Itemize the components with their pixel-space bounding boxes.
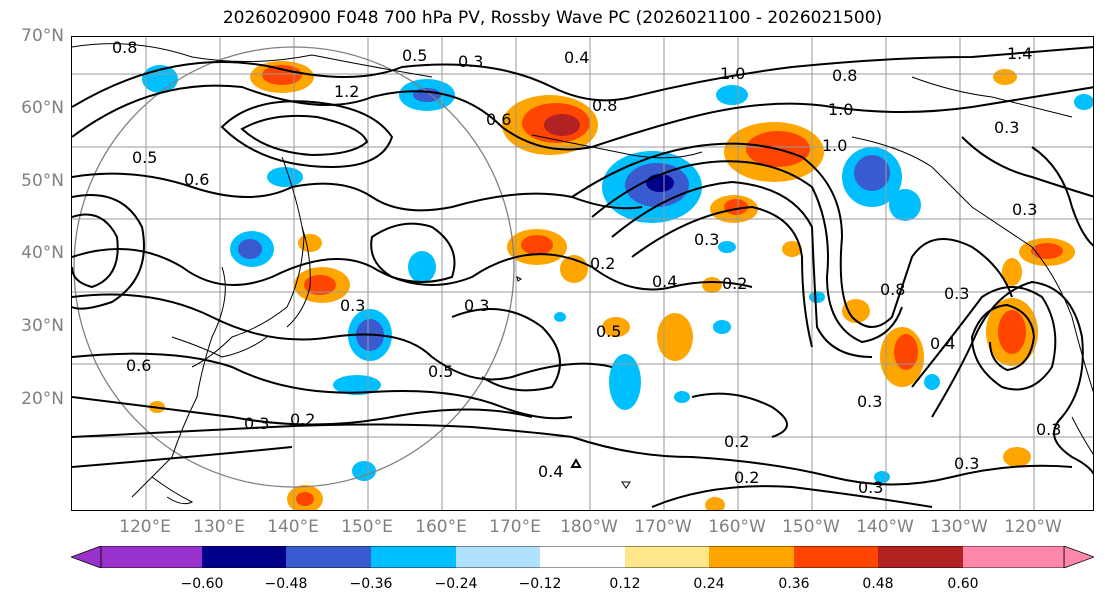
- contour-label: 0.3: [858, 478, 883, 497]
- lon-label-160w: 160°W: [708, 517, 766, 537]
- contour-label: 0.5: [132, 148, 157, 167]
- contour-label: 0.2: [722, 274, 747, 293]
- lon-label-150e: 150°E: [341, 517, 393, 537]
- colorbar-cell: [625, 546, 709, 568]
- contour-label: 0.5: [596, 322, 621, 341]
- contour-label: 0.4: [652, 272, 677, 291]
- contour-label: 0.2: [290, 410, 315, 429]
- contour-label: 0.3: [464, 296, 489, 315]
- coastlines: [72, 43, 1093, 505]
- colorbar-tick: −0.60: [180, 576, 224, 592]
- colorbar-tick: 0.12: [609, 576, 641, 592]
- lat-label-20n: 20°N: [21, 389, 64, 409]
- colorbar-cell: [709, 546, 794, 568]
- colorbar-cell: [540, 546, 625, 568]
- negative-anomaly-shading: [142, 65, 1093, 483]
- contour-label: 0.5: [428, 362, 453, 381]
- shaded-anomalies: [142, 61, 1093, 510]
- contour-label: 0.8: [592, 96, 617, 115]
- colorbar-cell: [963, 546, 1064, 568]
- lon-label-140w: 140°W: [856, 517, 914, 537]
- colorbar-extend-high: [1063, 546, 1094, 568]
- lon-label-120w: 120°W: [1004, 517, 1062, 537]
- lat-label-60n: 60°N: [21, 98, 64, 118]
- contour-label: 0.2: [590, 254, 615, 273]
- colorbar-cell: [794, 546, 878, 568]
- contour-label: 0.3: [954, 454, 979, 473]
- contour-label: 0.4: [564, 48, 589, 67]
- colorbar-tick: −0.12: [518, 576, 562, 592]
- lat-label-70n: 70°N: [21, 26, 64, 46]
- contour-label: 1.0: [720, 64, 745, 83]
- contour-label: 0.8: [832, 66, 857, 85]
- map-title: 2026020900 F048 700 hPa PV, Rossby Wave …: [222, 8, 883, 28]
- contour-label: 0.3: [857, 392, 882, 411]
- contour-label: 0.3: [994, 118, 1019, 137]
- contour-label: 1.2: [334, 82, 359, 101]
- lon-label-130e: 130°E: [193, 517, 245, 537]
- colorbar-cell: [101, 546, 202, 568]
- lon-label-170w: 170°W: [634, 517, 692, 537]
- contour-label: 0.4: [930, 334, 955, 353]
- lon-label-160e: 160°E: [415, 517, 467, 537]
- contour-label: 0.6: [486, 110, 511, 129]
- colorbar-cell: [202, 546, 286, 568]
- colorbar-tick: 0.24: [693, 576, 725, 592]
- colorbar-cell: [456, 546, 540, 568]
- contour-label: 0.3: [694, 230, 719, 249]
- lat-label-30n: 30°N: [21, 316, 64, 336]
- lon-label-170e: 170°E: [489, 517, 541, 537]
- colorbar-cell: [878, 546, 963, 568]
- contour-label: 0.5: [402, 46, 427, 65]
- contour-label: 1.0: [822, 136, 847, 155]
- colorbar-tick: −0.48: [264, 576, 308, 592]
- lon-label-120e: 120°E: [119, 517, 171, 537]
- contour-label: 0.6: [184, 170, 209, 189]
- contour-label: 0.3: [458, 52, 483, 71]
- contour-label: 0.3: [944, 284, 969, 303]
- colorbar-tick: −0.24: [434, 576, 478, 592]
- contour-label: 0.8: [112, 38, 137, 57]
- colorbar-tick: −0.36: [349, 576, 393, 592]
- great-circle-outline: [73, 46, 515, 488]
- colorbar-cell: [371, 546, 456, 568]
- map-canvas: 0.8 0.5 0.3 0.4 1.4 1.2 0.6 0.8 1.0 0.8 …: [72, 37, 1093, 510]
- lon-label-150w: 150°W: [782, 517, 840, 537]
- contour-label: 0.2: [734, 468, 759, 487]
- lon-label-180w: 180°W: [560, 517, 618, 537]
- contour-label: 0.8: [880, 280, 905, 299]
- contour-label: 0.3: [1012, 200, 1037, 219]
- contour-label: 0.4: [538, 462, 563, 481]
- colorbar-tick: 0.48: [862, 576, 894, 592]
- colorbar-tick: 0.36: [778, 576, 810, 592]
- lon-label-140e: 140°E: [267, 517, 319, 537]
- map-panel: 0.8 0.5 0.3 0.4 1.4 1.2 0.6 0.8 1.0 0.8 …: [71, 36, 1094, 511]
- colorbar-cell: [286, 546, 371, 568]
- contour-label: 0.3: [244, 414, 269, 433]
- colorbar: [71, 546, 1094, 568]
- contour-label: 0.3: [340, 296, 365, 315]
- contour-label: 0.3: [1036, 420, 1061, 439]
- pv-contours: [72, 46, 1093, 508]
- contour-label: 1.0: [828, 100, 853, 119]
- contour-label: 0.2: [724, 432, 749, 451]
- contour-labels: 0.8 0.5 0.3 0.4 1.4 1.2 0.6 0.8 1.0 0.8 …: [112, 38, 1061, 497]
- colorbar-border: [100, 546, 1065, 568]
- contour-label: 1.4: [1007, 44, 1032, 63]
- colorbar-extend-low: [71, 546, 102, 568]
- contour-label: 0.6: [126, 356, 151, 375]
- lat-label-40n: 40°N: [21, 243, 64, 263]
- lat-label-50n: 50°N: [21, 171, 64, 191]
- lon-label-130w: 130°W: [930, 517, 988, 537]
- positive-anomaly-shading: [149, 61, 1075, 510]
- colorbar-tick: 0.60: [947, 576, 979, 592]
